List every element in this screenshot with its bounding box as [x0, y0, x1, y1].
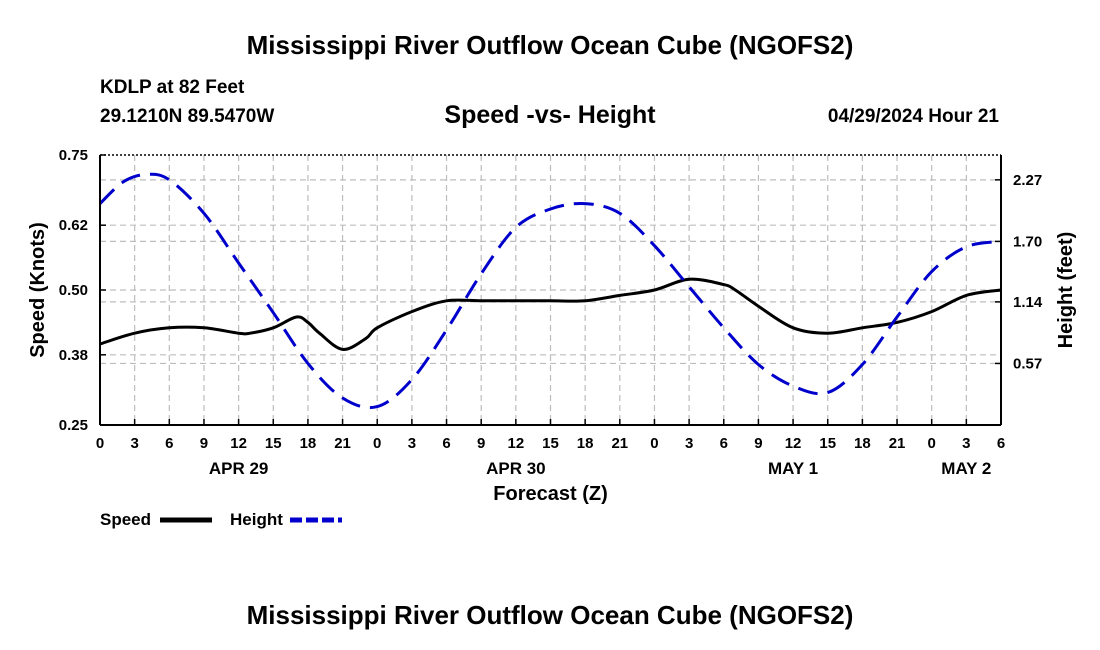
y2-tick-label: 2.27 — [1013, 172, 1042, 189]
x-tick-label: 21 — [334, 435, 351, 452]
y-tick-label: 0.50 — [59, 282, 88, 299]
x-tick-label: 18 — [577, 435, 594, 452]
x-tick-label: 18 — [300, 435, 317, 452]
x-tick-label: 3 — [130, 435, 138, 452]
x-tick-label: 0 — [928, 435, 936, 452]
x-tick-label: 18 — [854, 435, 871, 452]
x-tick-label: 9 — [754, 435, 762, 452]
x-tick-label: 3 — [408, 435, 416, 452]
y-tick-label: 0.25 — [59, 417, 88, 434]
x-tick-label: 12 — [508, 435, 525, 452]
x-tick-label: 0 — [650, 435, 658, 452]
legend-label-speed: Speed — [100, 510, 151, 529]
station-label: KDLP at 82 Feet — [100, 77, 245, 98]
x-tick-label: 0 — [96, 435, 104, 452]
x-date-label: APR 30 — [486, 459, 546, 478]
x-tick-label: 6 — [165, 435, 173, 452]
y2-tick-label: 0.57 — [1013, 355, 1042, 372]
x-tick-label: 0 — [373, 435, 381, 452]
page-title: Mississippi River Outflow Ocean Cube (NG… — [246, 30, 854, 60]
x-tick-label: 3 — [685, 435, 693, 452]
series-line-speed — [99, 277, 1002, 351]
y-tick-label: 0.38 — [59, 347, 88, 364]
x-date-label: MAY 1 — [768, 459, 818, 478]
footer-title: Mississippi River Outflow Ocean Cube (NG… — [246, 600, 854, 630]
y2-tick-label: 1.14 — [1013, 294, 1043, 311]
x-tick-label: 9 — [477, 435, 485, 452]
x-tick-label: 12 — [785, 435, 802, 452]
legend-label-height: Height — [230, 510, 283, 529]
x-tick-label: 6 — [442, 435, 450, 452]
x-tick-label: 3 — [962, 435, 970, 452]
x-date-label: MAY 2 — [941, 459, 991, 478]
y-axis-label: Speed (Knots) — [27, 222, 49, 358]
grid — [100, 155, 1001, 425]
x-tick-label: 21 — [611, 435, 628, 452]
chart-subtitle: Speed -vs- Height — [444, 101, 656, 129]
series — [98, 172, 1002, 410]
axis-labels: Forecast (Z) Speed (Knots) Height (feet) — [27, 222, 1077, 505]
y-tick-label: 0.75 — [59, 147, 88, 164]
x-tick-label: 12 — [230, 435, 247, 452]
series-line-height — [98, 172, 1002, 410]
x-tick-label: 6 — [720, 435, 728, 452]
x-tick-label: 15 — [542, 435, 559, 452]
x-tick-label: 21 — [889, 435, 906, 452]
y2-axis-label: Height (feet) — [1055, 232, 1077, 349]
x-tick-label: 9 — [200, 435, 208, 452]
x-tick-label: 6 — [997, 435, 1005, 452]
station-coords: 29.1210N 89.5470W — [100, 106, 275, 127]
legend: Speed Height — [100, 510, 342, 529]
ticks: 0 3 6 9 12 15 18 21 0 3 6 9 12 15 18 21 0 3 6 9 12 15 18 21 0 3 6 A… — [59, 147, 1043, 478]
x-axis-label: Forecast (Z) — [493, 483, 607, 505]
y-tick-label: 0.62 — [59, 217, 88, 234]
x-tick-label: 15 — [819, 435, 836, 452]
x-tick-label: 15 — [265, 435, 282, 452]
x-date-label: APR 29 — [209, 459, 269, 478]
forecast-date: 04/29/2024 Hour 21 — [827, 106, 999, 127]
y2-tick-label: 1.70 — [1013, 233, 1042, 250]
